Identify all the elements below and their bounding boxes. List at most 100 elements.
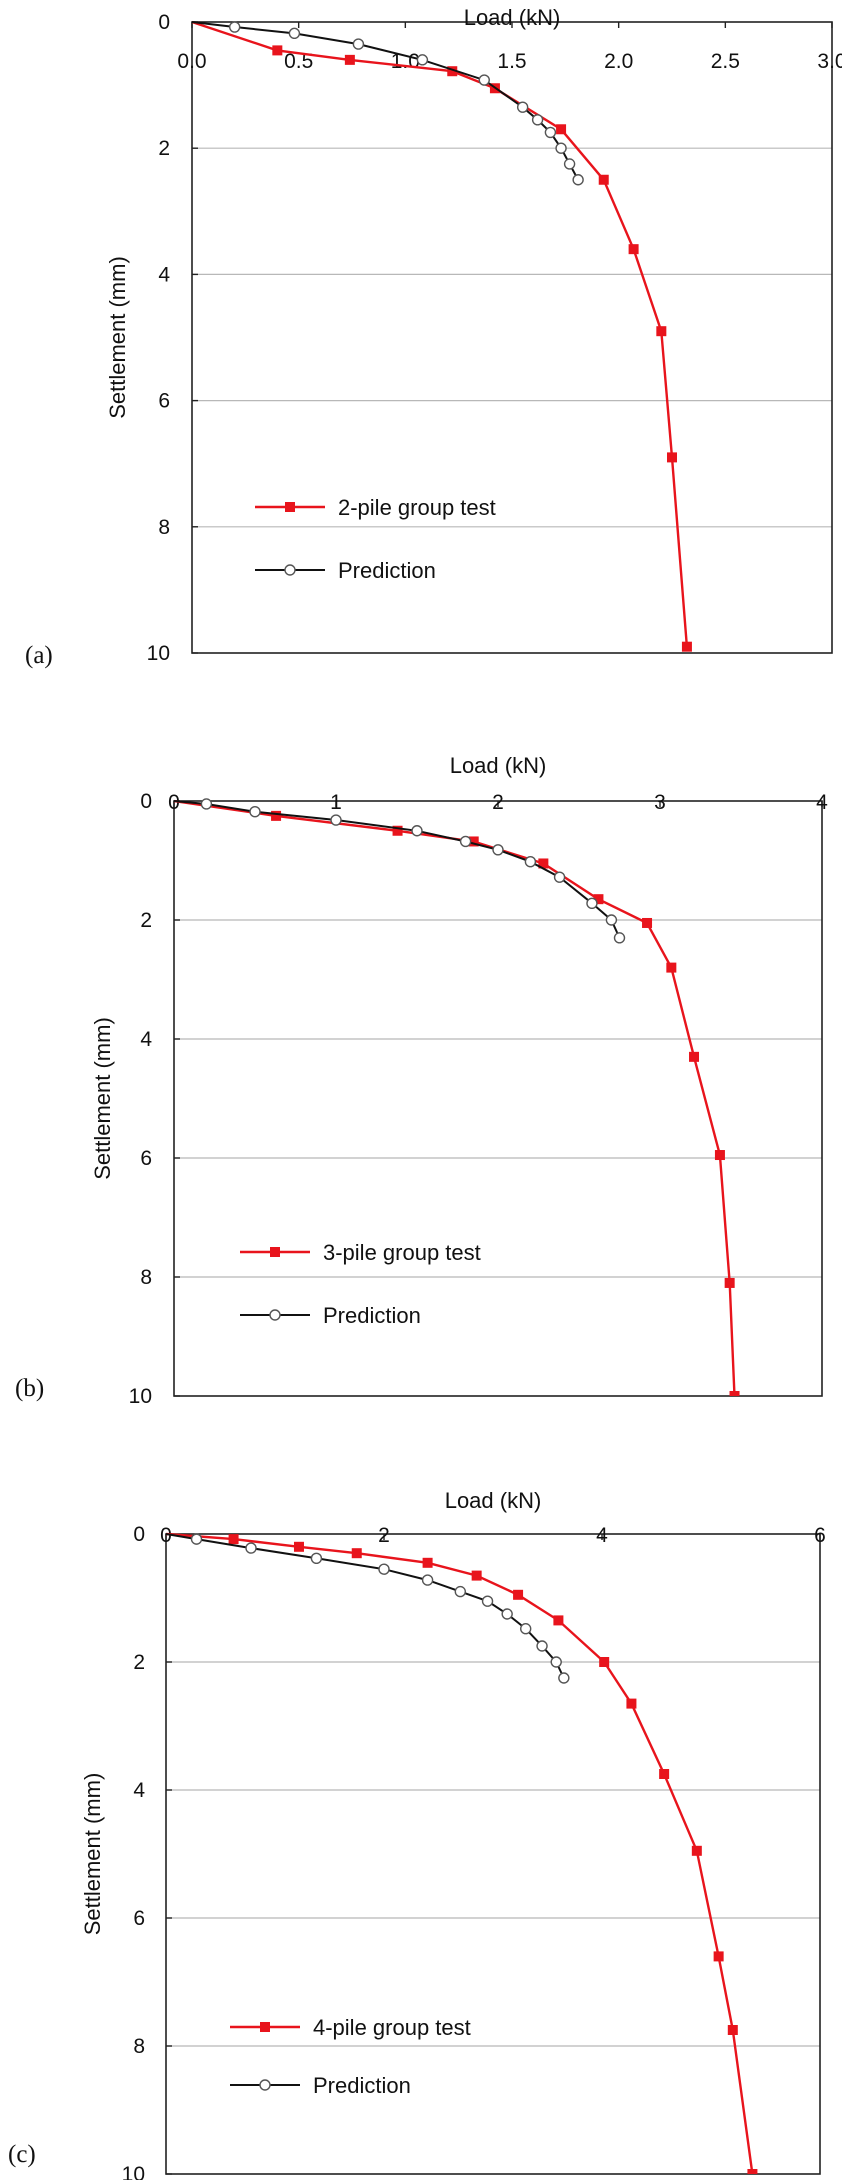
test-data-point: [713, 1951, 724, 1962]
test-series-line: [166, 1532, 754, 2174]
y-tick-label: 2: [140, 909, 152, 932]
test-data-point: [681, 641, 692, 652]
y-tick-label: 10: [147, 642, 170, 665]
y-axis-label: Settlement (mm): [105, 256, 130, 419]
y-tick-label: 2: [158, 137, 170, 160]
test-data-point: [272, 45, 283, 56]
x-tick-label: 0: [168, 791, 180, 814]
test-series-line: [174, 799, 736, 1396]
prediction-data-point: [411, 825, 423, 837]
test-data-point: [271, 810, 282, 821]
panel-label: (b): [15, 1375, 44, 1402]
series-group: [174, 798, 740, 1396]
legend-entry-label: Prediction: [323, 1303, 421, 1328]
prediction-data-point: [544, 126, 557, 139]
legend-entry-label: Prediction: [313, 2073, 411, 2098]
y-tick-label: 8: [133, 2035, 145, 2058]
test-data-point: [747, 2169, 758, 2174]
prediction-data-point: [553, 871, 566, 883]
prediction-data-point: [492, 844, 504, 856]
test-data-point: [598, 174, 609, 185]
x-tick-label: 4: [596, 1524, 608, 1547]
x-tick-label: 0: [160, 1524, 172, 1547]
test-data-point: [471, 1570, 482, 1581]
test-data-point: [667, 452, 677, 463]
y-tick-label: 10: [129, 1385, 152, 1408]
prediction-data-point: [605, 914, 618, 926]
y-tick-label: 0: [158, 11, 170, 34]
test-data-point: [628, 244, 639, 255]
chart-panel-2: 0 1 2 3 4 0 2 4 6 8 10 Load (kN) Settlement (mm) (b) 3…: [15, 753, 828, 1408]
test-data-point: [689, 1051, 700, 1062]
test-data-point: [656, 326, 667, 337]
y-tick-label: 4: [140, 1028, 152, 1051]
y-tick-label: 0: [133, 1523, 145, 1546]
x-tick-label: 1: [330, 791, 342, 814]
legend: 2-pile group test Prediction: [255, 495, 496, 583]
y-tick-label: 4: [158, 263, 170, 286]
x-tick-label: 0.5: [284, 50, 313, 73]
test-data-point: [513, 1589, 524, 1600]
prediction-data-point: [310, 1552, 323, 1565]
panel-label: (c): [8, 2141, 36, 2168]
y-axis-label: Settlement (mm): [90, 1017, 115, 1180]
y-tick-label: 4: [133, 1779, 145, 1802]
series-group: [192, 20, 692, 652]
test-data-point: [666, 962, 677, 973]
y-tick-label: 6: [140, 1147, 152, 1170]
prediction-data-point: [190, 1533, 203, 1545]
prediction-data-point: [531, 114, 544, 126]
prediction-data-point: [501, 1608, 513, 1620]
y-tick-label: 6: [158, 390, 170, 413]
x-axis-label: Load (kN): [464, 5, 561, 30]
test-data-point: [659, 1769, 670, 1779]
plot-frame: [173, 800, 823, 1397]
prediction-data-point: [288, 27, 301, 40]
test-data-point: [351, 1548, 362, 1559]
prediction-series-line: [166, 1533, 565, 1679]
test-data-point: [729, 1391, 740, 1396]
legend-marker-circle: [284, 564, 296, 576]
legend: 3-pile group test Prediction: [240, 1240, 481, 1328]
x-tick-label: 2.0: [604, 50, 633, 73]
prediction-data-point: [572, 174, 584, 186]
x-axis-label: Load (kN): [450, 753, 547, 778]
test-data-point: [599, 1657, 610, 1667]
x-axis-label: Load (kN): [445, 1488, 542, 1513]
y-tick-label: 0: [140, 790, 152, 813]
plot-frame: [191, 21, 833, 654]
x-tick-label: 0.0: [177, 50, 206, 73]
prediction-data-point: [478, 74, 490, 86]
prediction-data-point: [550, 1656, 562, 1668]
prediction-data-point: [563, 158, 576, 170]
test-data-point: [727, 2025, 738, 2035]
legend-entry-label: 2-pile group test: [338, 495, 496, 520]
prediction-data-point: [228, 21, 241, 33]
test-series-line: [192, 20, 689, 647]
x-tick-label: 3.0: [817, 50, 842, 73]
x-tick-label: 1.5: [497, 50, 526, 73]
panel-label: (a): [25, 642, 53, 669]
legend-entry-label: 3-pile group test: [323, 1240, 481, 1265]
x-tick-label: 4: [816, 791, 828, 814]
prediction-data-point: [536, 1640, 548, 1652]
test-data-point: [642, 917, 653, 928]
x-tick-label: 6: [814, 1524, 826, 1547]
prediction-data-point: [558, 1672, 570, 1684]
prediction-data-point: [586, 897, 598, 910]
prediction-series-line: [192, 21, 579, 181]
prediction-data-point: [481, 1595, 494, 1607]
test-data-point: [714, 1150, 725, 1161]
legend: 4-pile group test Prediction: [230, 2015, 471, 2098]
y-tick-label: 8: [140, 1266, 152, 1289]
prediction-data-point: [245, 1542, 257, 1554]
series-group: [166, 1532, 758, 2174]
chart-panel-3: 0 2 4 6 0 2 4 6 8 10 Load (kN) Settlement (mm) (c) 4-…: [8, 1488, 826, 2180]
x-tick-label: 2.5: [711, 50, 740, 73]
test-data-point: [293, 1541, 304, 1552]
prediction-data-point: [421, 1574, 434, 1586]
y-tick-label: 8: [158, 516, 170, 539]
prediction-data-point: [520, 1623, 532, 1635]
